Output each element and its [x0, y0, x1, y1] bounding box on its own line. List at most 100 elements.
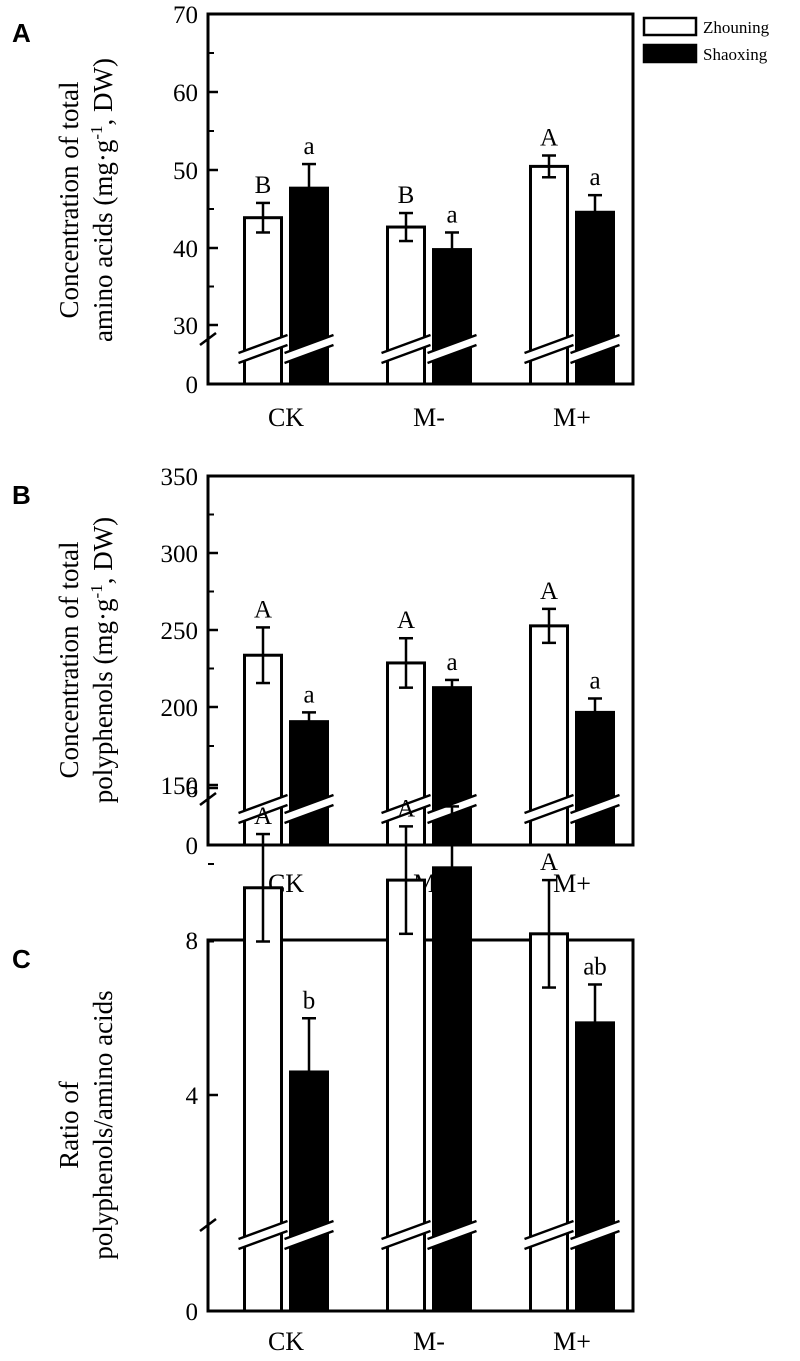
bar-break-band: [238, 795, 288, 823]
bar-break-band: [524, 335, 574, 363]
bar-break-line: [570, 803, 620, 825]
bar-break-line: [570, 793, 620, 815]
x-category-label: M-: [413, 403, 445, 432]
significance-letter: A: [540, 125, 558, 152]
significance-letter: a: [303, 681, 314, 708]
bar-break-line: [284, 1229, 334, 1251]
bar-break-line: [284, 333, 334, 355]
significance-letter: A: [397, 607, 415, 634]
bar-break-line: [284, 803, 334, 825]
bar-break-band: [381, 795, 431, 823]
axis-break-mark: [199, 332, 217, 346]
bar-break-band: [524, 1221, 574, 1249]
y-tick-label: 0: [186, 372, 199, 399]
y-tick-label: 6: [186, 776, 199, 803]
bar-shaoxing-M+: [575, 1021, 615, 1313]
bar-break-line: [381, 1229, 431, 1251]
x-category-label: M+: [553, 1327, 591, 1356]
bar-break-band: [570, 795, 620, 823]
y-tick-label: 30: [173, 313, 198, 340]
bar-break-line: [381, 333, 431, 355]
y-tick-label: 50: [173, 158, 198, 185]
bar-break-band: [381, 335, 431, 363]
significance-letter: A: [254, 596, 272, 623]
y-axis-label: Concentration of total amino acids (mg·g-…: [54, 58, 118, 342]
significance-letter: a: [446, 649, 457, 676]
x-category-label: M-: [413, 1327, 445, 1356]
bar-break-line: [427, 333, 477, 355]
y-tick-label: 40: [173, 236, 198, 263]
bar-break-band: [570, 335, 620, 363]
bar-break-line: [284, 343, 334, 365]
y-tick-label: 350: [161, 464, 199, 491]
y-axis-label: Concentration of total polyphenols (mg·g-…: [54, 517, 118, 803]
bar-break-band: [570, 1221, 620, 1249]
panel-C: C 0 4 6 8 A A Ab a ab CK M- M+ Ratio of polyphenols/am…: [12, 775, 635, 1356]
bar-break-line: [238, 1229, 288, 1251]
bar-break-band: [427, 335, 477, 363]
bar-break-line: [238, 343, 288, 365]
bar-break-band: [381, 1221, 431, 1249]
y-tick-label: 0: [186, 1299, 199, 1326]
legend: Zhouning Shaoxing: [642, 16, 770, 64]
bar-break-line: [427, 343, 477, 365]
bar-break-line: [238, 1219, 288, 1241]
significance-letter: a: [303, 133, 314, 160]
bar-break-band: [238, 335, 288, 363]
x-category-label: M+: [553, 403, 591, 432]
panel-label: B: [12, 480, 31, 510]
bar-break-line: [238, 803, 288, 825]
bar-break-line: [570, 343, 620, 365]
x-category-label: CK: [268, 1327, 304, 1356]
significance-letter: a: [589, 164, 600, 191]
bar-break-line: [381, 1219, 431, 1241]
y-tick-label: 250: [161, 618, 199, 645]
bar-shaoxing-M-: [432, 248, 472, 386]
bar-break-band: [524, 795, 574, 823]
significance-letter: ab: [583, 953, 607, 980]
significance-letter: A: [397, 795, 415, 822]
bar-zhouning-M+: [529, 932, 569, 1313]
significance-letter: A: [254, 803, 272, 830]
y-tick-label: 8: [186, 928, 199, 955]
bar-zhouning-CK: [243, 886, 283, 1313]
bar-break-line: [524, 1219, 574, 1241]
y-tick-label: 150: [161, 773, 199, 800]
bar-zhouning-M-: [386, 878, 426, 1313]
x-category-label: M+: [553, 869, 591, 898]
axis-break-mark: [199, 1218, 217, 1232]
bar-break-band: [284, 1221, 334, 1249]
bar-break-line: [524, 1229, 574, 1251]
axis-break-mark: [199, 792, 217, 806]
bar-break-line: [524, 343, 574, 365]
significance-letter: B: [255, 172, 272, 199]
bar-break-line: [524, 333, 574, 355]
legend-label: Zhouning: [703, 18, 770, 37]
x-category-label: CK: [268, 403, 304, 432]
significance-letter: A: [540, 578, 558, 605]
bar-break-band: [238, 1221, 288, 1249]
bar-break-band: [284, 335, 334, 363]
bar-break-band: [427, 1221, 477, 1249]
legend-swatch-zhouning: [642, 16, 698, 37]
legend-label: Shaoxing: [703, 45, 768, 64]
y-tick-label: 300: [161, 541, 199, 568]
bar-break-line: [381, 343, 431, 365]
bar-break-line: [381, 803, 431, 825]
significance-letter: A: [540, 849, 558, 876]
bar-break-line: [381, 793, 431, 815]
bar-break-line: [238, 333, 288, 355]
bar-break-line: [427, 1229, 477, 1251]
bar-break-line: [524, 803, 574, 825]
bar-break-band: [284, 795, 334, 823]
y-tick-label: 60: [173, 80, 198, 107]
bar-break-line: [284, 1219, 334, 1241]
panel-label: C: [12, 944, 31, 974]
significance-letter: b: [303, 987, 316, 1014]
panel-label: A: [12, 18, 31, 48]
bar-shaoxing-CK: [289, 720, 329, 847]
bar-break-line: [284, 793, 334, 815]
panel-A: A 0 30 40 50 60 70 B B Aa a a CK M- M+ Concentration of…: [12, 2, 770, 432]
